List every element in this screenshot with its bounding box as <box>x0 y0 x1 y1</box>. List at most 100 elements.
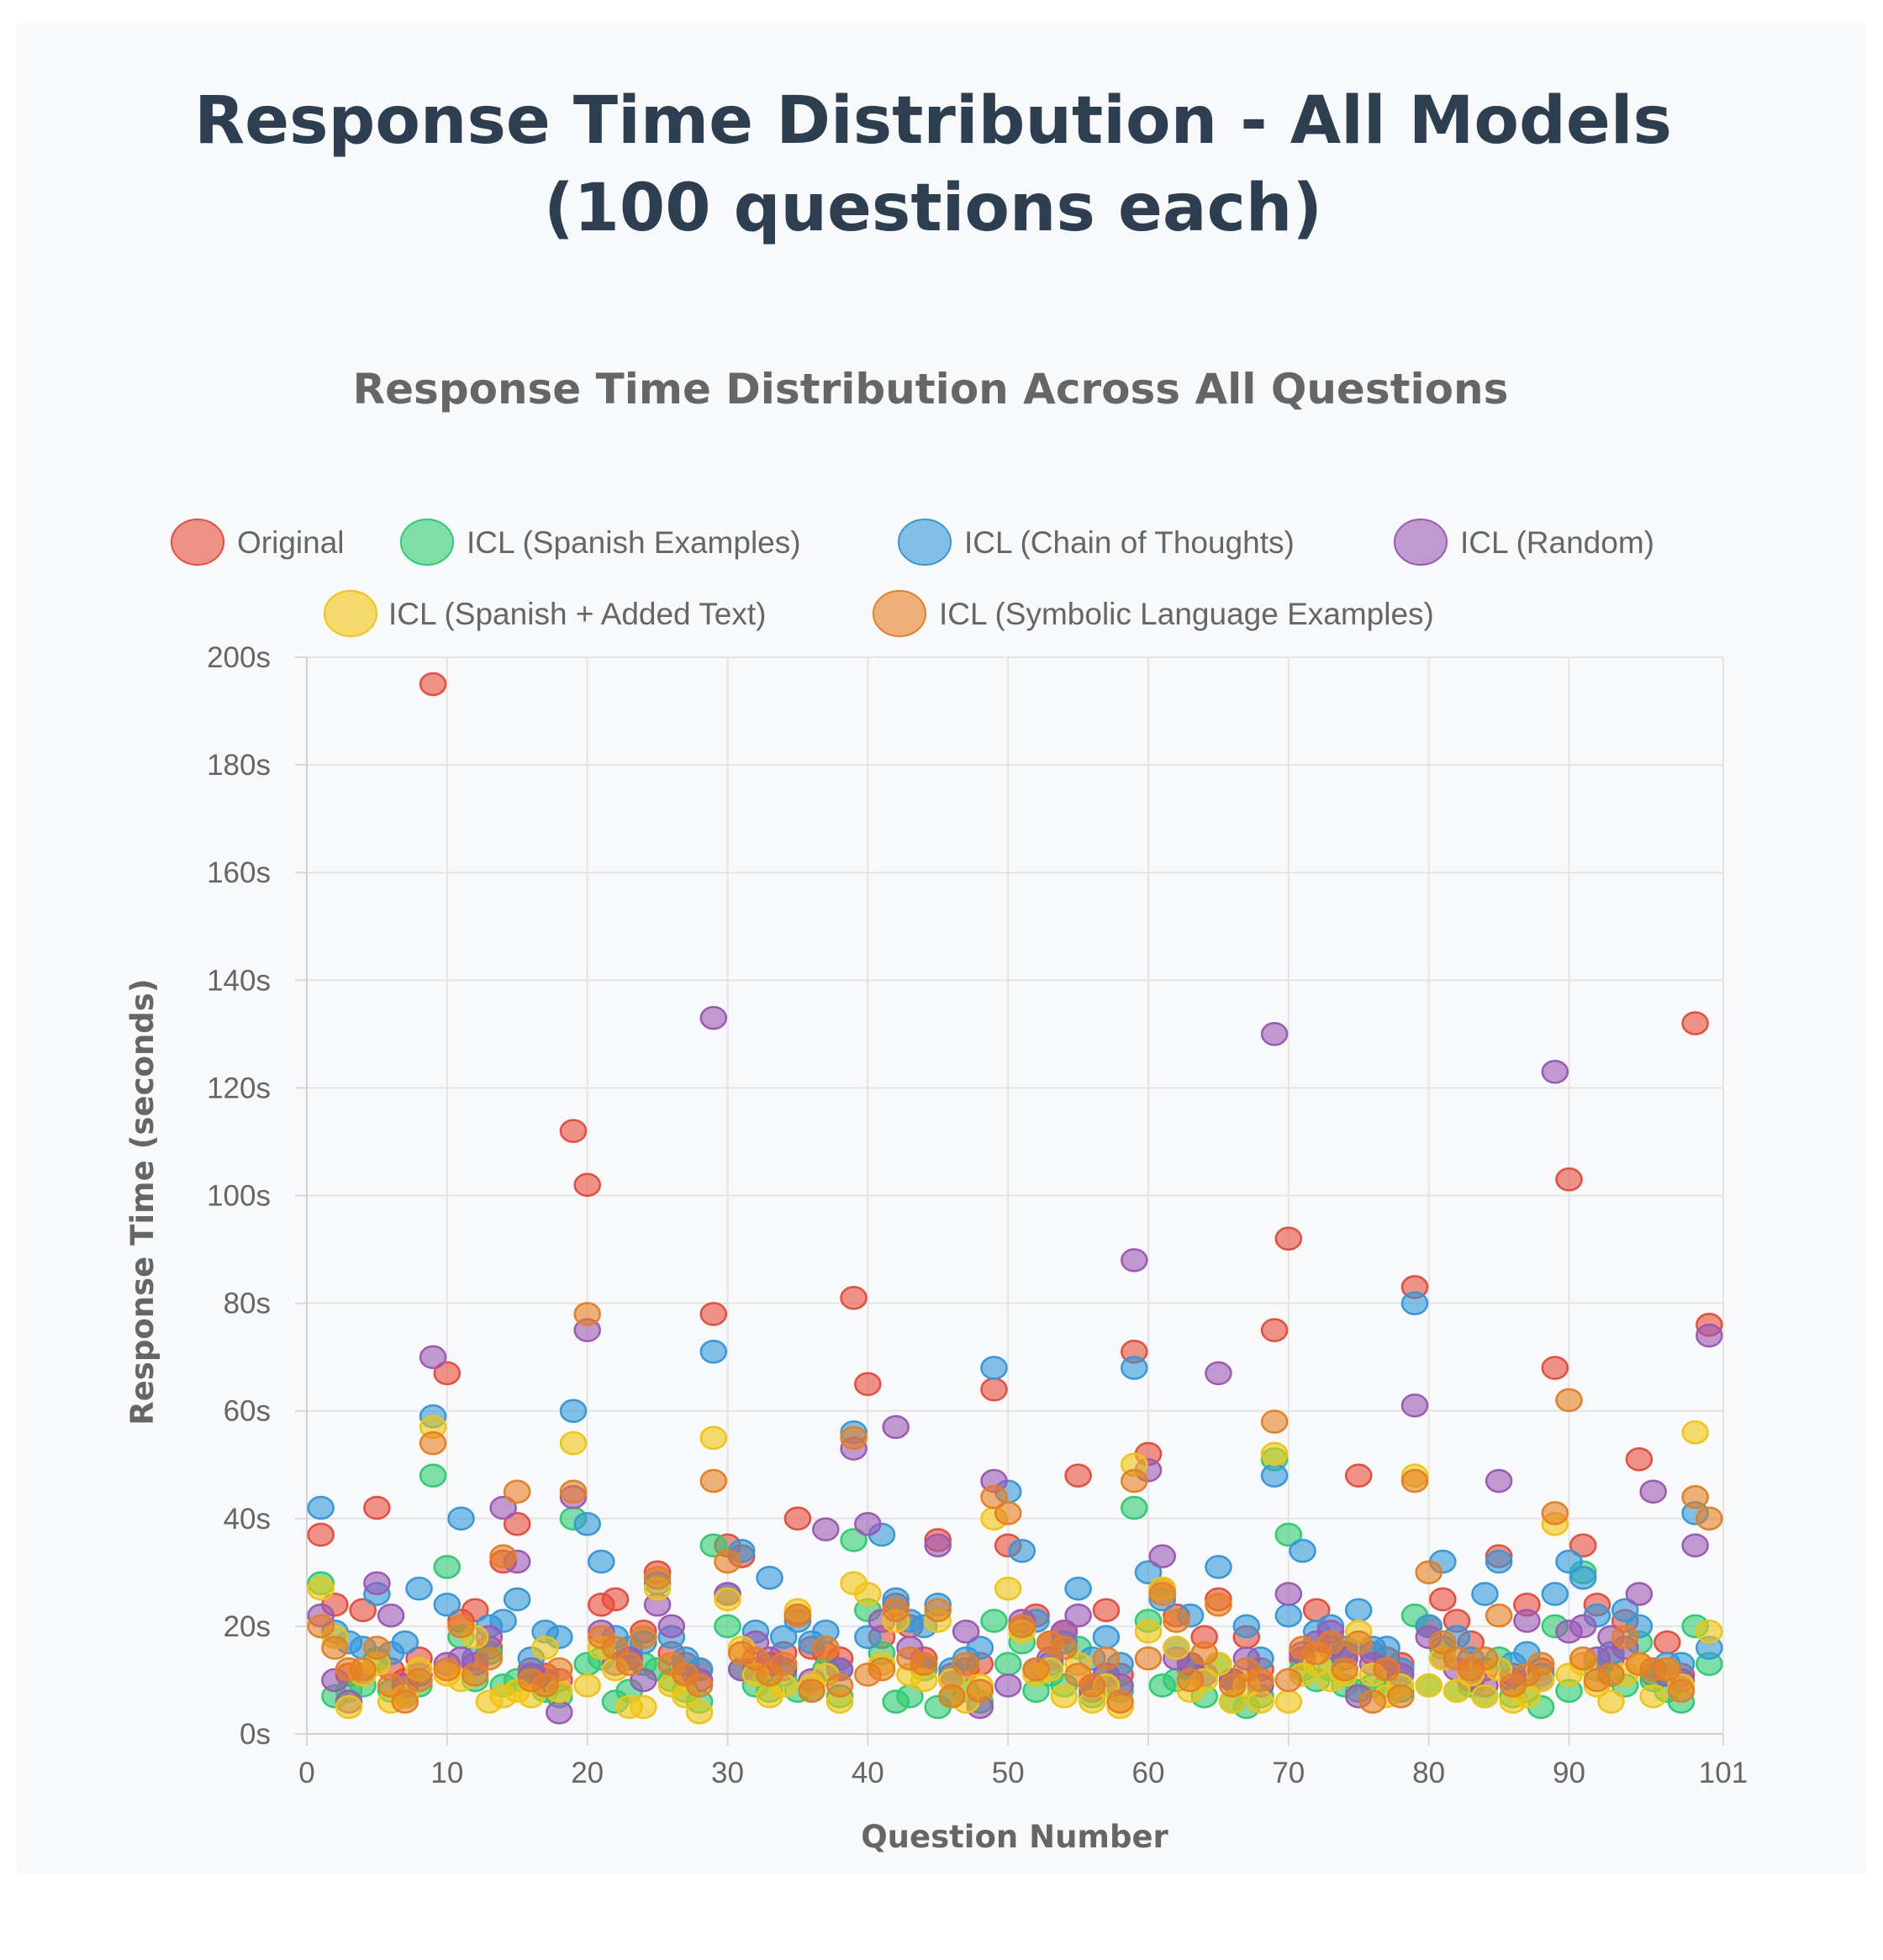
data-point[interactable] <box>714 1614 741 1639</box>
data-point[interactable] <box>966 1678 994 1704</box>
data-point[interactable] <box>601 1636 630 1660</box>
data-point[interactable] <box>1121 1468 1148 1494</box>
data-point[interactable] <box>321 1636 349 1660</box>
data-point[interactable] <box>447 1506 475 1531</box>
data-point[interactable] <box>1218 1673 1247 1698</box>
data-point[interactable] <box>377 1603 405 1628</box>
legend-item[interactable]: ICL (Spanish + Added Text) <box>324 590 766 637</box>
data-point[interactable] <box>573 1673 601 1698</box>
data-point[interactable] <box>1148 1544 1176 1568</box>
data-point[interactable] <box>391 1689 419 1714</box>
data-point[interactable] <box>769 1625 798 1649</box>
data-point[interactable] <box>1569 1533 1597 1558</box>
data-point[interactable] <box>1611 1625 1639 1649</box>
data-point[interactable] <box>433 1657 462 1682</box>
data-point[interactable] <box>825 1673 854 1698</box>
data-point[interactable] <box>1106 1689 1134 1714</box>
data-point[interactable] <box>966 1636 994 1660</box>
data-point[interactable] <box>601 1587 630 1612</box>
legend-item[interactable]: ICL (Chain of Thoughts) <box>898 519 1295 566</box>
data-point[interactable] <box>630 1625 657 1649</box>
data-point[interactable] <box>1331 1657 1358 1682</box>
data-point[interactable] <box>391 1630 419 1655</box>
data-point[interactable] <box>1205 1593 1232 1617</box>
data-point[interactable] <box>588 1549 615 1574</box>
data-point[interactable] <box>854 1372 882 1396</box>
data-point[interactable] <box>1400 1394 1429 1418</box>
data-point[interactable] <box>1654 1630 1681 1655</box>
data-point[interactable] <box>952 1652 980 1676</box>
data-point[interactable] <box>994 1652 1022 1676</box>
data-point[interactable] <box>1429 1630 1457 1655</box>
data-point[interactable] <box>1625 1447 1654 1472</box>
data-point[interactable] <box>1050 1683 1079 1709</box>
data-point[interactable] <box>1667 1678 1696 1704</box>
legend-item[interactable]: ICL (Spanish Examples) <box>400 519 801 566</box>
data-point[interactable] <box>615 1652 643 1676</box>
data-point[interactable] <box>699 1425 728 1450</box>
data-point[interactable] <box>882 1598 910 1622</box>
data-point[interactable] <box>1597 1662 1625 1687</box>
data-point[interactable] <box>363 1636 391 1660</box>
data-point[interactable] <box>699 1468 728 1494</box>
data-point[interactable] <box>1274 1226 1303 1251</box>
data-point[interactable] <box>910 1652 938 1676</box>
data-point[interactable] <box>1681 1420 1709 1445</box>
data-point[interactable] <box>546 1657 573 1682</box>
data-point[interactable] <box>531 1673 559 1698</box>
data-point[interactable] <box>882 1415 910 1440</box>
data-point[interactable] <box>433 1555 462 1579</box>
data-point[interactable] <box>1373 1657 1400 1682</box>
data-point[interactable] <box>1260 1022 1289 1046</box>
data-point[interactable] <box>1008 1538 1036 1563</box>
data-point[interactable] <box>643 1566 672 1590</box>
data-point[interactable] <box>1541 1059 1569 1084</box>
data-point[interactable] <box>840 1425 868 1450</box>
data-point[interactable] <box>1443 1678 1471 1704</box>
data-point[interactable] <box>1190 1641 1218 1666</box>
data-point[interactable] <box>377 1673 405 1698</box>
data-point[interactable] <box>1681 1533 1709 1558</box>
data-point[interactable] <box>1555 1549 1583 1574</box>
data-point[interactable] <box>573 1172 601 1197</box>
data-point[interactable] <box>756 1566 783 1590</box>
data-point[interactable] <box>769 1652 798 1676</box>
data-point[interactable] <box>559 1399 588 1423</box>
data-point[interactable] <box>559 1430 588 1456</box>
data-point[interactable] <box>1163 1609 1190 1633</box>
data-point[interactable] <box>1555 1167 1583 1192</box>
data-point[interactable] <box>1260 1409 1289 1434</box>
data-point[interactable] <box>461 1598 489 1622</box>
data-point[interactable] <box>783 1506 812 1531</box>
data-point[interactable] <box>1344 1598 1373 1622</box>
data-point[interactable] <box>714 1587 741 1612</box>
data-point[interactable] <box>1064 1576 1092 1601</box>
data-point[interactable] <box>1260 1318 1289 1342</box>
data-point[interactable] <box>573 1511 601 1536</box>
data-point[interactable] <box>1050 1636 1079 1660</box>
data-point[interactable] <box>1387 1683 1415 1709</box>
data-point[interactable] <box>854 1511 882 1536</box>
data-point[interactable] <box>1079 1673 1106 1698</box>
data-point[interactable] <box>1247 1668 1274 1693</box>
data-point[interactable] <box>1092 1647 1121 1671</box>
data-point[interactable] <box>1358 1689 1387 1714</box>
data-point[interactable] <box>503 1587 531 1612</box>
data-point[interactable] <box>531 1636 559 1660</box>
data-point[interactable] <box>1696 1323 1723 1348</box>
data-point[interactable] <box>1274 1668 1303 1693</box>
data-point[interactable] <box>1485 1603 1513 1628</box>
data-point[interactable] <box>1092 1598 1121 1622</box>
data-point[interactable] <box>573 1302 601 1326</box>
data-point[interactable] <box>1471 1647 1499 1671</box>
data-point[interactable] <box>461 1662 489 1687</box>
data-point[interactable] <box>1569 1614 1597 1639</box>
data-point[interactable] <box>924 1598 952 1622</box>
data-point[interactable] <box>1064 1463 1092 1488</box>
data-point[interactable] <box>419 1345 447 1369</box>
data-point[interactable] <box>994 1673 1022 1698</box>
data-point[interactable] <box>307 1495 335 1520</box>
data-point[interactable] <box>840 1285 868 1310</box>
data-point[interactable] <box>1681 1484 1709 1510</box>
data-point[interactable] <box>714 1549 741 1574</box>
